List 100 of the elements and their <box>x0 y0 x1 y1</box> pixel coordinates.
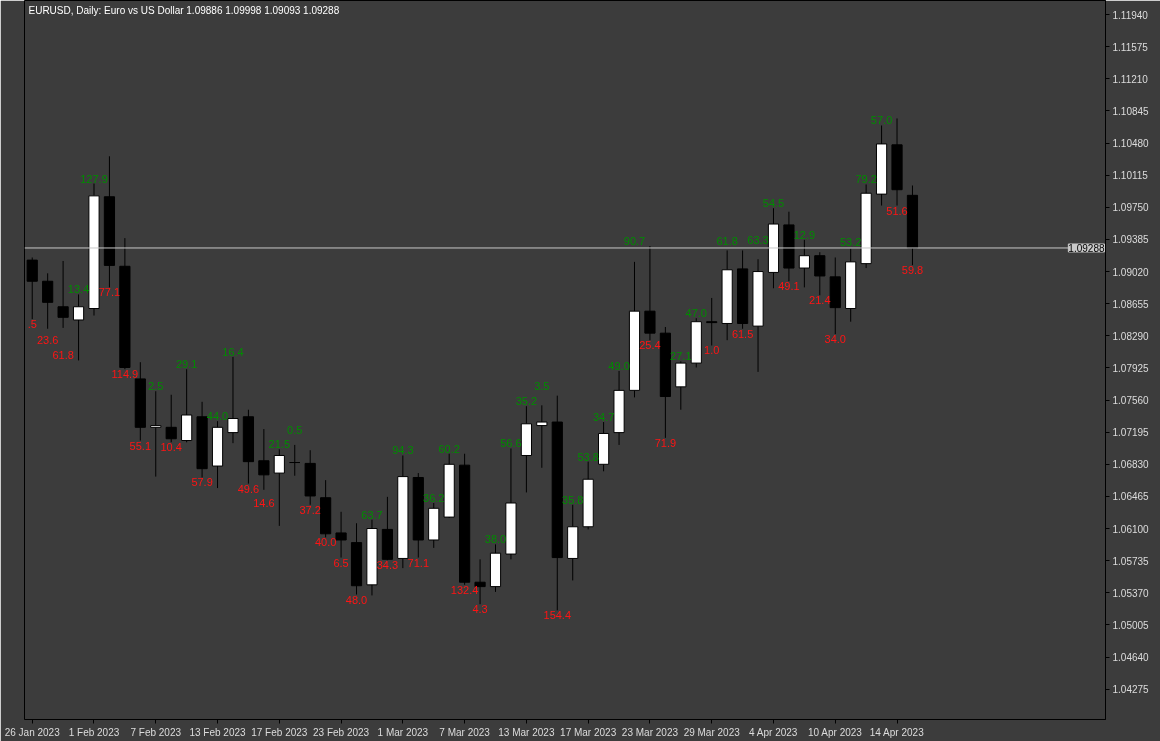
annotation: 55.1 <box>129 439 152 452</box>
candlestick <box>42 272 54 330</box>
annotation: 12.9 <box>793 228 816 241</box>
candlestick <box>165 394 177 443</box>
annotation: 57.0 <box>870 114 893 127</box>
annotation: 49.0 <box>608 360 630 372</box>
x-tick-label: 7 Mar 2023 <box>439 726 491 738</box>
annotation: 21.4 <box>809 294 831 307</box>
y-tick-label: 1.07925 <box>1112 362 1150 374</box>
y-tick-label: 1.11575 <box>1112 41 1149 53</box>
y-tick-label: 1.10115 <box>1112 170 1149 182</box>
annotation: 25.4 <box>639 339 661 352</box>
candlestick <box>273 448 285 527</box>
x-tick-label: 29 Mar 2023 <box>683 726 741 738</box>
x-tick-label: 17 Mar 2023 <box>560 726 617 738</box>
annotation: 51.6 <box>886 204 908 217</box>
annotation: 77.1 <box>98 286 121 299</box>
annotation: 0.5 <box>287 423 303 436</box>
annotation: 14.6 <box>253 496 275 509</box>
annotation: 94.3 <box>392 444 414 457</box>
annotation: 13.4 <box>67 283 90 296</box>
candlestick <box>150 390 162 478</box>
x-tick-label: 7 Feb 2023 <box>130 726 182 738</box>
annotation: 38.0 <box>484 533 507 546</box>
chart-title: EURUSD, Daily: Euro vs US Dollar 1.09886 1.09998 1.09093 1.09288 <box>28 4 340 16</box>
y-tick-label: 1.08290 <box>1112 330 1150 342</box>
y-tick-label: 1.10480 <box>1112 138 1150 150</box>
x-tick-label: 23 Mar 2023 <box>621 726 679 738</box>
annotation: 71.1 <box>407 556 430 569</box>
annotation: 29.1 <box>175 358 198 371</box>
annotation: 154.4 <box>543 609 572 622</box>
annotation: 3.5 <box>534 380 550 393</box>
candlestick <box>644 245 656 341</box>
annotation: 49.1 <box>778 280 800 293</box>
annotation: 16.4 <box>222 345 244 358</box>
annotation: 4.3 <box>472 603 488 616</box>
annotation: 57.9 <box>191 476 213 489</box>
annotation: 48.0 <box>345 593 368 606</box>
candlestick <box>57 260 69 329</box>
x-tick-label: 26 Jan 2023 <box>4 726 61 738</box>
y-tick-label: 1.05005 <box>1112 619 1150 631</box>
x-tick-label: 23 Feb 2023 <box>313 726 370 738</box>
annotation: 36.2 <box>423 492 445 505</box>
y-tick-label: 1.09750 <box>1112 202 1150 214</box>
annotation: 63.3 <box>747 234 769 247</box>
x-tick-label: 14 Apr 2023 <box>869 726 925 738</box>
y-tick-label: 1.11940 <box>1112 9 1149 21</box>
x-tick-label: 17 Feb 2023 <box>251 726 308 738</box>
annotation: 10.4 <box>160 441 182 454</box>
annotation: 127.9 <box>80 172 108 185</box>
candlestick <box>72 293 85 361</box>
annotation: 6.5 <box>333 556 349 569</box>
annotation: 79.2 <box>855 173 877 186</box>
y-tick-label: 1.06830 <box>1112 459 1150 471</box>
annotation: 37.2 <box>299 503 321 516</box>
annotation: .5 <box>27 318 37 331</box>
y-tick-label: 1.06100 <box>1112 523 1150 535</box>
x-tick-label: 4 Apr 2023 <box>749 726 798 738</box>
candlestick <box>289 444 301 477</box>
y-tick-label: 1.09020 <box>1112 266 1150 278</box>
y-tick-label: 1.07560 <box>1112 395 1150 407</box>
annotation: 21.5 <box>268 438 291 451</box>
x-tick-label: 13 Feb 2023 <box>189 726 247 738</box>
y-tick-label: 1.07195 <box>1112 427 1150 439</box>
annotation: 1.0 <box>704 344 720 357</box>
annotation: 71.9 <box>654 436 677 449</box>
y-tick-label: 1.04640 <box>1112 652 1150 664</box>
annotation: 90.7 <box>623 234 646 247</box>
annotation: 2.5 <box>148 380 164 393</box>
annotation: 44.0 <box>206 410 229 423</box>
y-tick-label: 1.04275 <box>1112 684 1150 696</box>
annotation: 35.2 <box>515 395 538 408</box>
y-tick-label: 1.10845 <box>1112 105 1150 117</box>
annotation: 60.2 <box>438 442 460 455</box>
x-tick-label: 13 Mar 2023 <box>498 726 555 738</box>
annotation: 61.8 <box>716 235 738 248</box>
y-tick-label: 1.11210 <box>1112 73 1149 85</box>
annotation: 61.5 <box>731 327 754 340</box>
y-tick-label: 1.05370 <box>1112 587 1150 599</box>
candlestick <box>798 239 810 288</box>
annotation: 34.7 <box>592 411 615 424</box>
annotation: 63.7 <box>361 508 383 521</box>
y-tick-label: 1.06465 <box>1112 491 1150 503</box>
x-tick-label: 1 Feb 2023 <box>68 726 120 738</box>
y-tick-label: 1.05735 <box>1112 555 1150 567</box>
candlestick <box>227 356 239 444</box>
annotation: 34.0 <box>824 333 846 346</box>
annotation: 54.5 <box>762 197 785 210</box>
y-tick-label: 1.08655 <box>1112 298 1150 310</box>
annotation: 34.3 <box>376 559 399 572</box>
y-tick-label: 1.09385 <box>1112 234 1150 246</box>
annotation: 47.0 <box>685 307 707 320</box>
annotation: 114.9 <box>111 368 139 381</box>
annotation: 56.6 <box>500 437 522 450</box>
annotation: 49.6 <box>237 482 260 495</box>
annotation: 132.4 <box>450 583 479 596</box>
candlestick <box>675 360 687 411</box>
candlestick <box>335 511 347 559</box>
annotation: 53.2 <box>839 235 862 248</box>
x-tick-label: 10 Apr 2023 <box>808 726 863 738</box>
